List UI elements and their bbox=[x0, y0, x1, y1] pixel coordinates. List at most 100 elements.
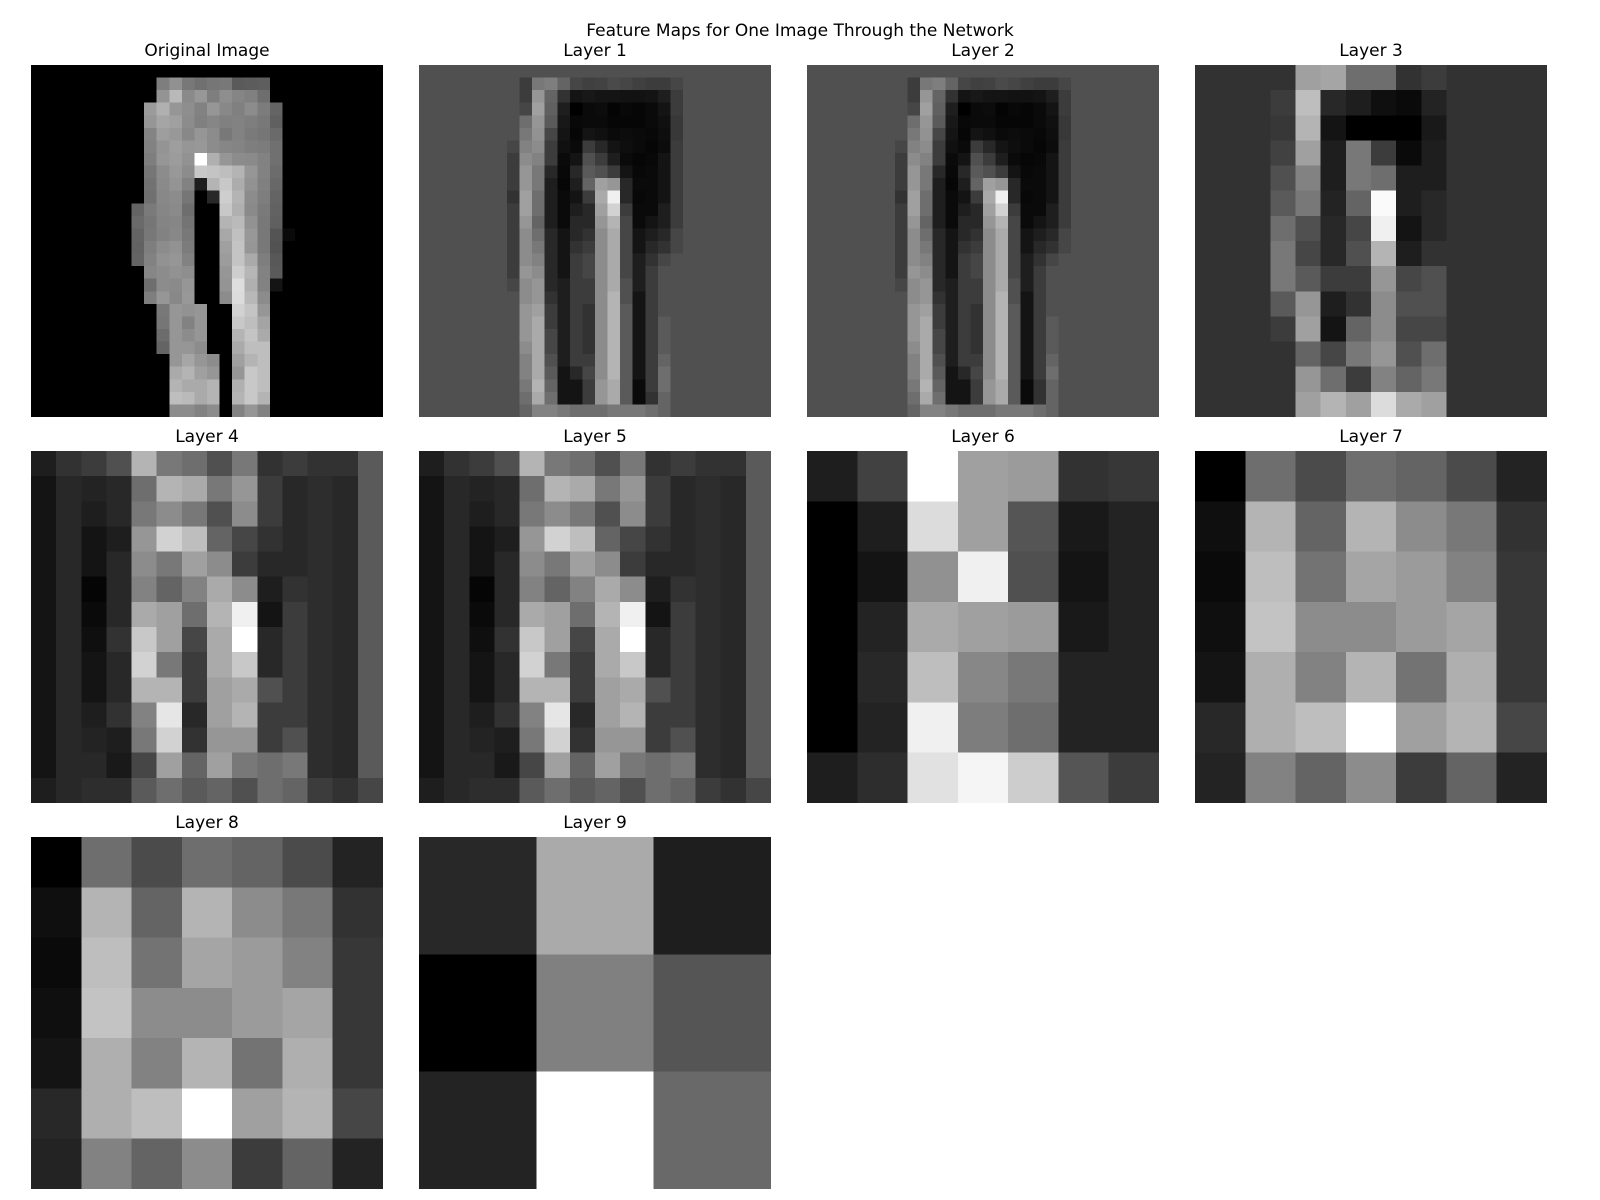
pixel-cell bbox=[169, 65, 183, 78]
pixel-cell bbox=[156, 601, 183, 628]
pixel-cell bbox=[194, 303, 208, 317]
pixel-cell bbox=[169, 341, 183, 355]
pixel-cell bbox=[1071, 366, 1084, 380]
pixel-cell bbox=[307, 777, 334, 803]
pixel-cell bbox=[1446, 115, 1473, 141]
pixel-cell bbox=[1121, 266, 1135, 279]
pixel-cell bbox=[257, 291, 271, 305]
pixel-cell bbox=[607, 241, 621, 254]
pixel-cell bbox=[357, 102, 371, 116]
pixel-cell bbox=[43, 228, 57, 242]
pixel-cell bbox=[507, 366, 520, 380]
pixel-cell bbox=[882, 366, 896, 380]
pixel-cell bbox=[519, 752, 546, 779]
pixel-cell bbox=[1045, 303, 1059, 317]
pixel-cell bbox=[733, 77, 747, 91]
pixel-cell bbox=[494, 601, 521, 628]
pixel-cell bbox=[43, 354, 57, 367]
pixel-cell bbox=[1008, 90, 1021, 103]
pixel-cell bbox=[219, 291, 233, 305]
pixel-cell bbox=[332, 266, 346, 279]
pixel-cell bbox=[1133, 329, 1147, 342]
pixel-cell bbox=[745, 241, 759, 254]
pixel-cell bbox=[720, 404, 734, 417]
pixel-cell bbox=[807, 702, 859, 754]
pixel-cell bbox=[1245, 140, 1271, 167]
feature-map-image bbox=[807, 451, 1159, 803]
pixel-cell bbox=[68, 115, 82, 129]
pixel-cell bbox=[1295, 115, 1322, 141]
pixel-cell bbox=[419, 652, 445, 678]
pixel-cell bbox=[244, 379, 258, 393]
pixel-cell bbox=[907, 115, 921, 129]
pixel-cell bbox=[932, 203, 946, 217]
pixel-cell bbox=[607, 127, 621, 141]
pixel-cell bbox=[106, 127, 120, 141]
pixel-cell bbox=[807, 391, 820, 405]
pixel-cell bbox=[945, 127, 959, 141]
pixel-cell bbox=[419, 476, 445, 502]
pixel-cell bbox=[882, 178, 896, 191]
pixel-cell bbox=[857, 190, 871, 204]
pixel-cell bbox=[708, 354, 721, 367]
pixel-cell bbox=[544, 677, 571, 703]
pixel-cell bbox=[295, 115, 308, 129]
pixel-cell bbox=[295, 203, 308, 217]
pixel-cell bbox=[907, 190, 921, 204]
pixel-cell bbox=[181, 391, 195, 405]
pixel-cell bbox=[494, 291, 508, 305]
pixel-cell bbox=[1195, 241, 1221, 267]
feature-map-image bbox=[31, 451, 383, 803]
pixel-cell bbox=[557, 316, 571, 330]
pixel-cell bbox=[670, 77, 684, 91]
pixel-cell bbox=[219, 316, 233, 330]
pixel-cell bbox=[1345, 165, 1372, 192]
pixel-cell bbox=[620, 278, 633, 292]
pixel-cell bbox=[1345, 752, 1398, 803]
pixel-cell bbox=[169, 228, 183, 242]
pixel-cell bbox=[194, 354, 208, 367]
pixel-cell bbox=[819, 140, 833, 154]
pixel-cell bbox=[93, 379, 107, 393]
pixel-cell bbox=[494, 165, 508, 179]
pixel-cell bbox=[907, 77, 921, 91]
pixel-cell bbox=[269, 366, 283, 380]
pixel-cell bbox=[1096, 140, 1109, 154]
pixel-cell bbox=[745, 551, 771, 578]
pixel-cell bbox=[295, 266, 308, 279]
pixel-cell bbox=[494, 652, 521, 678]
pixel-cell bbox=[995, 228, 1009, 242]
pixel-cell bbox=[81, 987, 133, 1040]
pixel-cell bbox=[194, 341, 208, 355]
pixel-cell bbox=[569, 241, 583, 254]
pixel-cell bbox=[131, 526, 158, 553]
pixel-cell bbox=[720, 391, 734, 405]
pixel-cell bbox=[419, 391, 432, 405]
pixel-cell bbox=[469, 329, 483, 342]
pixel-cell bbox=[31, 576, 57, 603]
pixel-cell bbox=[332, 203, 346, 217]
pixel-cell bbox=[957, 228, 971, 242]
pixel-cell bbox=[1008, 341, 1021, 355]
pixel-cell bbox=[194, 215, 208, 229]
pixel-cell bbox=[1008, 652, 1060, 704]
pixel-cell bbox=[733, 228, 747, 242]
pixel-cell bbox=[1121, 203, 1135, 217]
pixel-cell bbox=[219, 165, 233, 179]
pixel-cell bbox=[1071, 127, 1084, 141]
pixel-cell bbox=[1020, 266, 1034, 279]
pixel-cell bbox=[181, 303, 195, 317]
pixel-cell bbox=[1058, 127, 1072, 141]
pixel-cell bbox=[307, 366, 321, 380]
pixel-cell bbox=[93, 203, 107, 217]
pixel-cell bbox=[645, 278, 659, 292]
pixel-cell bbox=[31, 476, 57, 502]
pixel-cell bbox=[131, 451, 158, 477]
pixel-cell bbox=[332, 702, 359, 729]
pixel-cell bbox=[332, 291, 346, 305]
pixel-cell bbox=[507, 140, 520, 154]
pixel-cell bbox=[920, 404, 933, 417]
pixel-cell bbox=[131, 266, 145, 279]
pixel-cell bbox=[494, 501, 521, 527]
pixel-cell bbox=[56, 341, 69, 355]
